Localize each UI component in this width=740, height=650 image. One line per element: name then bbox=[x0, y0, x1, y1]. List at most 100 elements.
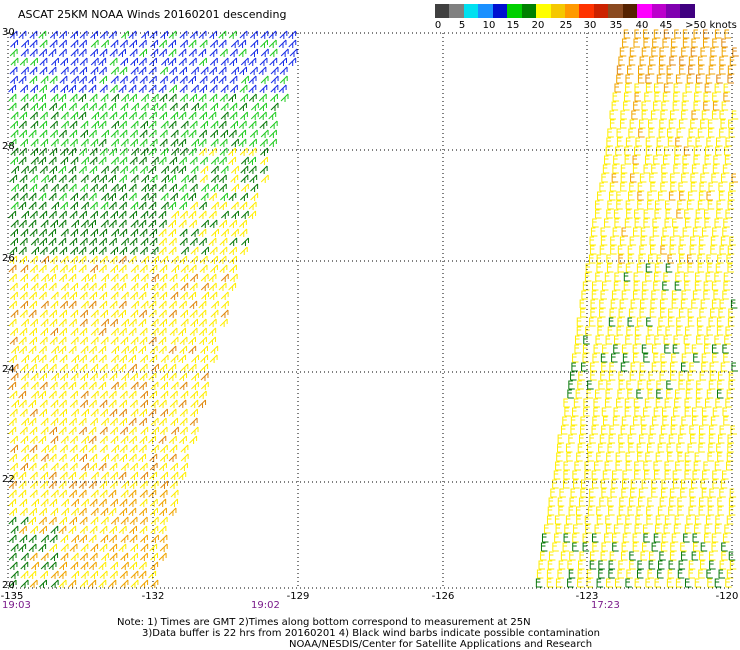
wind-barb bbox=[191, 381, 199, 390]
wind-barb bbox=[119, 570, 128, 579]
wind-barb bbox=[679, 254, 686, 264]
wind-barb bbox=[218, 120, 227, 129]
wind-barb bbox=[592, 281, 599, 291]
wind-barb bbox=[9, 246, 18, 255]
wind-barb bbox=[130, 264, 139, 273]
wind-barb bbox=[70, 453, 78, 462]
wind-barb bbox=[129, 399, 138, 408]
wind-barb bbox=[609, 362, 616, 372]
wind-barb bbox=[88, 84, 97, 93]
wind-barb bbox=[663, 335, 671, 345]
wind-barb bbox=[694, 218, 702, 228]
wind-barb bbox=[20, 372, 29, 381]
wind-barb bbox=[58, 318, 67, 327]
wind-barb bbox=[160, 201, 169, 210]
wind-barb bbox=[89, 525, 98, 534]
wind-barb bbox=[40, 318, 49, 327]
wind-barb bbox=[99, 255, 108, 264]
wind-barb bbox=[589, 317, 596, 327]
wind-barb bbox=[687, 371, 695, 381]
wind-barb bbox=[208, 336, 217, 345]
wind-barb bbox=[109, 462, 118, 471]
wind-barb bbox=[168, 57, 177, 66]
wind-barb bbox=[19, 57, 28, 66]
wind-barb bbox=[68, 318, 77, 327]
pass-time-middle: 19:02 bbox=[251, 600, 280, 611]
wind-barb bbox=[31, 246, 39, 255]
wind-barb bbox=[210, 300, 219, 309]
wind-barb bbox=[634, 29, 641, 39]
wind-barb bbox=[691, 110, 698, 120]
wind-barb bbox=[68, 417, 77, 426]
wind-barb bbox=[91, 120, 99, 129]
wind-barb bbox=[98, 120, 107, 129]
wind-barb bbox=[672, 101, 680, 111]
wind-barb bbox=[248, 210, 257, 219]
wind-barb bbox=[148, 435, 157, 444]
wind-barb bbox=[110, 561, 118, 570]
wind-barb bbox=[71, 354, 79, 363]
wind-barb bbox=[78, 264, 87, 273]
wind-barb bbox=[140, 579, 149, 588]
wind-barb bbox=[130, 579, 139, 588]
wind-barb bbox=[230, 174, 239, 183]
wind-barb bbox=[548, 497, 556, 507]
wind-barb bbox=[108, 147, 117, 156]
wind-barb bbox=[191, 372, 199, 381]
wind-barb bbox=[119, 399, 127, 408]
wind-barb bbox=[556, 452, 563, 462]
wind-barb bbox=[189, 282, 198, 291]
wind-barb bbox=[661, 236, 668, 246]
wind-barb bbox=[99, 399, 108, 408]
wind-barb bbox=[180, 192, 189, 201]
wind-barb bbox=[660, 308, 667, 318]
wind-barb bbox=[188, 111, 197, 120]
wind-barb bbox=[28, 165, 37, 174]
wind-barb bbox=[70, 282, 78, 291]
wind-barb bbox=[141, 255, 149, 264]
wind-barb bbox=[40, 426, 49, 435]
wind-barb bbox=[9, 327, 18, 336]
wind-barb bbox=[49, 309, 57, 318]
wind-barb bbox=[653, 461, 660, 471]
wind-barb bbox=[657, 506, 665, 516]
wind-barb bbox=[90, 210, 98, 219]
wind-barb bbox=[582, 353, 589, 363]
wind-barb bbox=[99, 300, 108, 309]
wind-barb bbox=[664, 146, 671, 156]
wind-barb bbox=[240, 192, 248, 201]
wind-barb bbox=[99, 390, 108, 399]
wind-barb bbox=[70, 309, 79, 318]
wind-barb bbox=[38, 507, 47, 516]
wind-barb bbox=[188, 264, 197, 273]
wind-barb bbox=[712, 92, 719, 102]
wind-barb bbox=[30, 102, 38, 111]
wind-barb bbox=[58, 399, 67, 408]
wind-barb bbox=[170, 381, 179, 390]
wind-barb bbox=[684, 461, 692, 471]
wind-barb bbox=[632, 155, 640, 165]
wind-barb bbox=[79, 399, 88, 408]
wind-barb bbox=[30, 120, 39, 129]
wind-barb bbox=[607, 497, 614, 507]
wind-barb bbox=[148, 84, 157, 93]
wind-barb bbox=[614, 218, 621, 228]
wind-barb bbox=[178, 183, 187, 192]
wind-barb bbox=[651, 488, 658, 498]
wind-barb bbox=[158, 48, 167, 57]
wind-barb bbox=[613, 209, 621, 219]
wind-barb bbox=[651, 479, 658, 489]
wind-barb bbox=[48, 453, 57, 462]
wind-barb bbox=[239, 147, 248, 156]
wind-barb bbox=[179, 345, 188, 354]
wind-barb bbox=[695, 209, 703, 219]
wind-barb bbox=[279, 75, 288, 84]
wind-barb bbox=[88, 399, 97, 408]
wind-barb bbox=[128, 426, 137, 435]
wind-barb bbox=[624, 218, 632, 228]
wind-barb bbox=[138, 219, 147, 228]
wind-barb bbox=[653, 470, 661, 480]
wind-barb bbox=[690, 182, 698, 192]
wind-barb bbox=[649, 551, 656, 561]
wind-barb bbox=[129, 48, 138, 57]
